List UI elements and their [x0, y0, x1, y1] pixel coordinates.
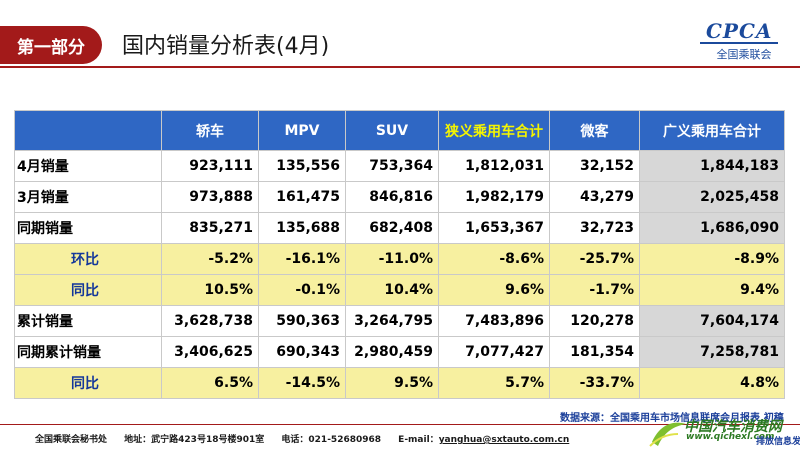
table-header-row: 轿车 MPV SUV 狭义乘用车合计 微客 广义乘用车合计 [14, 110, 785, 151]
table-cell: 1,982,179 [438, 181, 550, 213]
table-cell: 9.5% [345, 367, 439, 399]
watermark: 中国汽车消费网 www.qichexl.com 排放信息发布 [648, 412, 800, 448]
footer-divider [0, 424, 800, 425]
table-row: 同期销量 835,271 135,688 682,408 1,653,367 3… [14, 212, 785, 244]
table-cell: 3,628,738 [161, 305, 259, 337]
table-row: 同期累计销量 3,406,625 690,343 2,980,459 7,077… [14, 336, 785, 368]
watermark-url: www.qichexl.com [686, 432, 775, 442]
page-title: 国内销量分析表(4月) [122, 34, 330, 59]
table-cell: 7,258,781 [639, 336, 785, 368]
sales-table: 轿车 MPV SUV 狭义乘用车合计 微客 广义乘用车合计 4月销量 923,1… [14, 110, 785, 399]
table-cell: 1,653,367 [438, 212, 550, 244]
footer-org: 全国乘联会秘书处 [35, 435, 108, 445]
table-cell: 10.4% [345, 274, 439, 306]
table-row: 4月销量 923,111 135,556 753,364 1,812,031 3… [14, 150, 785, 182]
table-cell: 846,816 [345, 181, 439, 213]
table-cell: 6.5% [161, 367, 259, 399]
table-cell: 43,279 [549, 181, 640, 213]
table-cell: 2,025,458 [639, 181, 785, 213]
logo-mark: CPCA [700, 20, 779, 44]
table-cell: 923,111 [161, 150, 259, 182]
table-cell: 1,686,090 [639, 212, 785, 244]
table-cell: 590,363 [258, 305, 346, 337]
swoosh-icon [649, 422, 686, 447]
table-cell: 32,723 [549, 212, 640, 244]
table-cell: -8.6% [438, 243, 550, 275]
table-cell: -33.7% [549, 367, 640, 399]
footer-email-label: E-mail： [398, 435, 439, 445]
table-cell: -1.7% [549, 274, 640, 306]
table-row: 3月销量 973,888 161,475 846,816 1,982,179 4… [14, 181, 785, 213]
table-cell: 161,475 [258, 181, 346, 213]
table-cell: 2,980,459 [345, 336, 439, 368]
table-cell: 135,556 [258, 150, 346, 182]
footer-address: 地址：武宁路423号18号楼901室 [124, 435, 265, 445]
footer: 全国乘联会秘书处 地址：武宁路423号18号楼901室 电话：021-52680… [35, 432, 569, 445]
row-label: 环比 [14, 243, 162, 275]
table-cell: 1,844,183 [639, 150, 785, 182]
table-cell: 7,604,174 [639, 305, 785, 337]
watermark-name: 中国汽车消费网 [684, 419, 782, 435]
table-cell: -5.2% [161, 243, 259, 275]
row-label: 同期累计销量 [14, 336, 162, 368]
table-cell: 7,077,427 [438, 336, 550, 368]
column-header: 轿车 [161, 110, 259, 151]
table-cell: 120,278 [549, 305, 640, 337]
table-cell: 973,888 [161, 181, 259, 213]
table-cell: 181,354 [549, 336, 640, 368]
cpca-logo: CPCA 全国乘联会 [700, 20, 788, 61]
table-cell: 690,343 [258, 336, 346, 368]
table-cell: 7,483,896 [438, 305, 550, 337]
table-row: 环比 -5.2% -16.1% -11.0% -8.6% -25.7% -8.9… [14, 243, 785, 275]
table-cell: -16.1% [258, 243, 346, 275]
column-header: 广义乘用车合计 [639, 110, 785, 151]
table-cell: -8.9% [639, 243, 785, 275]
table-cell: 3,406,625 [161, 336, 259, 368]
table-corner-cell [14, 110, 162, 151]
row-label: 3月销量 [14, 181, 162, 213]
row-label: 同比 [14, 274, 162, 306]
table-cell: 9.6% [438, 274, 550, 306]
column-header: 狭义乘用车合计 [438, 110, 550, 151]
table-row: 同比 10.5% -0.1% 10.4% 9.6% -1.7% 9.4% [14, 274, 785, 306]
table-cell: 1,812,031 [438, 150, 550, 182]
row-label: 同比 [14, 367, 162, 399]
table-cell: 682,408 [345, 212, 439, 244]
table-cell: 9.4% [639, 274, 785, 306]
watermark-tagline: 排放信息发布 [756, 437, 800, 447]
row-label: 累计销量 [14, 305, 162, 337]
column-header: 微客 [549, 110, 640, 151]
table-cell: 5.7% [438, 367, 550, 399]
table-cell: 10.5% [161, 274, 259, 306]
column-header: SUV [345, 110, 439, 151]
table-cell: 135,688 [258, 212, 346, 244]
table-cell: 3,264,795 [345, 305, 439, 337]
table-cell: -0.1% [258, 274, 346, 306]
table-cell: 32,152 [549, 150, 640, 182]
data-source-note: 数据来源：全国乘用车市场信息联席会月报表,初稿 [560, 413, 784, 424]
footer-phone: 电话：021-52680968 [281, 435, 382, 445]
column-header: MPV [258, 110, 346, 151]
table-row: 同比 6.5% -14.5% 9.5% 5.7% -33.7% 4.8% [14, 367, 785, 399]
logo-subtitle: 全国乘联会 [716, 48, 772, 61]
table-cell: 4.8% [639, 367, 785, 399]
footer-email-link[interactable]: yanghua@sxtauto.com.cn [438, 435, 570, 445]
table-cell: -25.7% [549, 243, 640, 275]
table-cell: -14.5% [258, 367, 346, 399]
row-label: 同期销量 [14, 212, 162, 244]
row-label: 4月销量 [14, 150, 162, 182]
section-tab: 第一部分 [0, 26, 102, 64]
table-cell: -11.0% [345, 243, 439, 275]
header-divider [0, 66, 800, 68]
table-cell: 753,364 [345, 150, 439, 182]
table-cell: 835,271 [161, 212, 259, 244]
table-row: 累计销量 3,628,738 590,363 3,264,795 7,483,8… [14, 305, 785, 337]
